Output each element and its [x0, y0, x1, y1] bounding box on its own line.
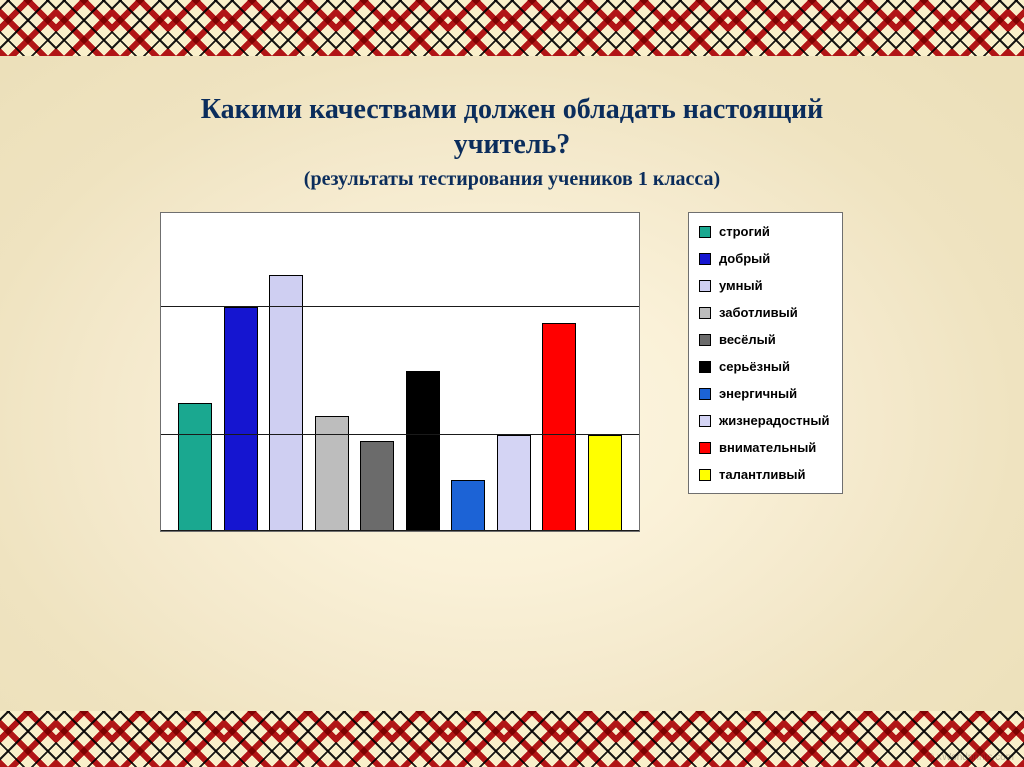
legend-row: жизнерадостный: [699, 414, 830, 427]
bar: [542, 323, 576, 531]
legend-row: талантливый: [699, 468, 830, 481]
legend-swatch: [699, 469, 711, 481]
ornament-top: [0, 0, 1024, 56]
bar: [451, 480, 485, 531]
title-line1: Какими качествами должен обладать настоя…: [0, 92, 1024, 127]
bar: [224, 307, 258, 531]
ornament-bottom: [0, 711, 1024, 767]
legend-row: заботливый: [699, 306, 830, 319]
legend-swatch: [699, 253, 711, 265]
legend: строгий добрый умный заботливый весёлый серьё…: [688, 212, 843, 494]
legend-label: строгий: [719, 225, 770, 238]
bars-container: [161, 213, 639, 531]
legend-label: заботливый: [719, 306, 798, 319]
legend-label: умный: [719, 279, 763, 292]
legend-label: жизнерадостный: [719, 414, 830, 427]
legend-label: весёлый: [719, 333, 776, 346]
legend-swatch: [699, 388, 711, 400]
bar: [406, 371, 440, 531]
legend-swatch: [699, 307, 711, 319]
legend-row: умный: [699, 279, 830, 292]
bar: [497, 435, 531, 531]
legend-label: добрый: [719, 252, 770, 265]
legend-row: добрый: [699, 252, 830, 265]
title-sub: (результаты тестирования учеников 1 клас…: [0, 168, 1024, 191]
bar: [588, 435, 622, 531]
bar-chart-plot: [160, 212, 640, 532]
legend-swatch: [699, 226, 711, 238]
legend-label: талантливый: [719, 468, 805, 481]
gridline: [161, 306, 639, 307]
legend-row: строгий: [699, 225, 830, 238]
legend-swatch: [699, 361, 711, 373]
legend-row: внимательный: [699, 441, 830, 454]
watermark: © xWondprints.com: [927, 752, 1014, 763]
legend-swatch: [699, 334, 711, 346]
bar: [178, 403, 212, 531]
bar: [360, 441, 394, 531]
title-line2: учитель?: [0, 127, 1024, 162]
bar: [269, 275, 303, 531]
legend-swatch: [699, 442, 711, 454]
legend-label: серьёзный: [719, 360, 790, 373]
legend-label: внимательный: [719, 441, 816, 454]
gridline: [161, 434, 639, 435]
legend-row: весёлый: [699, 333, 830, 346]
legend-row: серьёзный: [699, 360, 830, 373]
legend-swatch: [699, 280, 711, 292]
legend-swatch: [699, 415, 711, 427]
chart-wrap: строгий добрый умный заботливый весёлый серьё…: [160, 212, 843, 532]
title-block: Какими качествами должен обладать настоя…: [0, 92, 1024, 191]
x-axis-baseline: [161, 530, 639, 531]
legend-label: энергичный: [719, 387, 797, 400]
legend-row: энергичный: [699, 387, 830, 400]
